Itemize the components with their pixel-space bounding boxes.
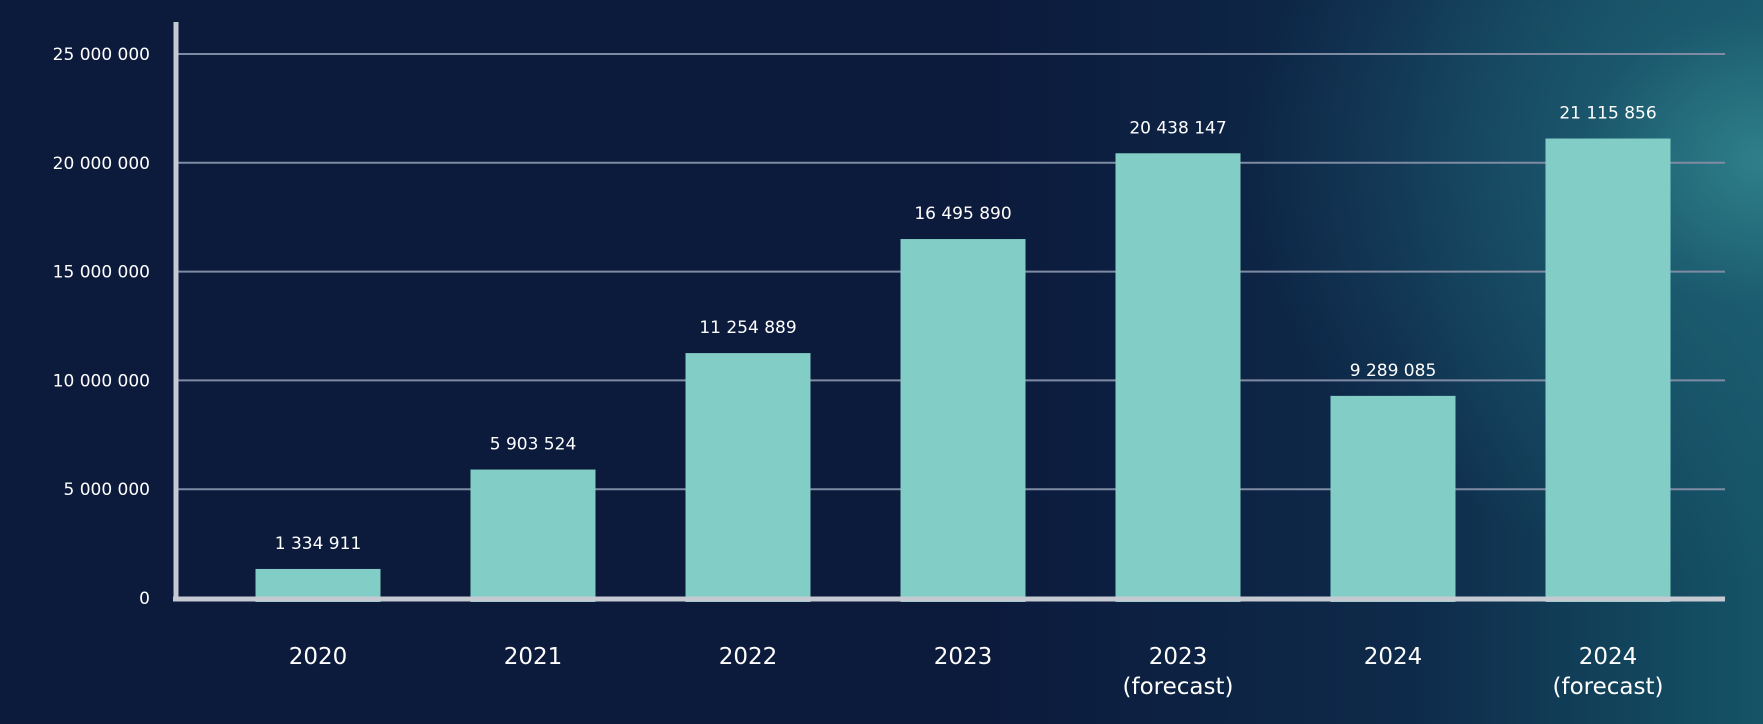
x-tick-label: 2023 — [1149, 644, 1208, 670]
x-tick-label: 2023 — [934, 644, 993, 670]
bar — [1115, 153, 1241, 602]
y-tick-label: 5 000 000 — [63, 480, 150, 500]
data-label: 11 254 889 — [699, 318, 796, 338]
x-tick-label: 2024 — [1579, 644, 1638, 670]
data-label: 1 334 911 — [275, 534, 362, 554]
data-label: 20 438 147 — [1129, 118, 1226, 138]
x-tick-label: (forecast) — [1553, 674, 1664, 700]
y-tick-label: 15 000 000 — [53, 263, 150, 283]
data-label: 16 495 890 — [914, 204, 1011, 224]
axes — [173, 22, 1725, 602]
data-label: 21 115 856 — [1559, 104, 1656, 124]
data-labels: 1 334 911 5 903 524 11 254 889 16 495 890 20… — [275, 104, 1657, 554]
x-tick-label: 2024 — [1364, 644, 1423, 670]
bars — [255, 138, 1671, 602]
bar — [900, 239, 1026, 602]
bar — [685, 353, 811, 602]
data-label: 9 289 085 — [1350, 361, 1437, 381]
data-label: 5 903 524 — [490, 435, 577, 455]
x-tick-label: 2022 — [719, 644, 778, 670]
bar — [470, 469, 596, 602]
bar — [255, 568, 381, 602]
x-axis-tick-labels: 2020 2021 2022 2023 2023 (forecast) 2024 2024 (f… — [289, 644, 1664, 700]
bar — [1545, 138, 1671, 602]
bar — [1330, 395, 1456, 602]
x-tick-label: 2021 — [504, 644, 563, 670]
y-tick-label: 20 000 000 — [53, 154, 150, 174]
x-tick-label: (forecast) — [1123, 674, 1234, 700]
x-tick-label: 2020 — [289, 644, 348, 670]
y-tick-label: 0 — [139, 589, 150, 609]
y-tick-label: 25 000 000 — [53, 45, 150, 65]
y-axis-tick-labels: 0 5 000 000 10 000 000 15 000 000 20 000 000… — [53, 45, 150, 609]
y-tick-label: 10 000 000 — [53, 371, 150, 391]
